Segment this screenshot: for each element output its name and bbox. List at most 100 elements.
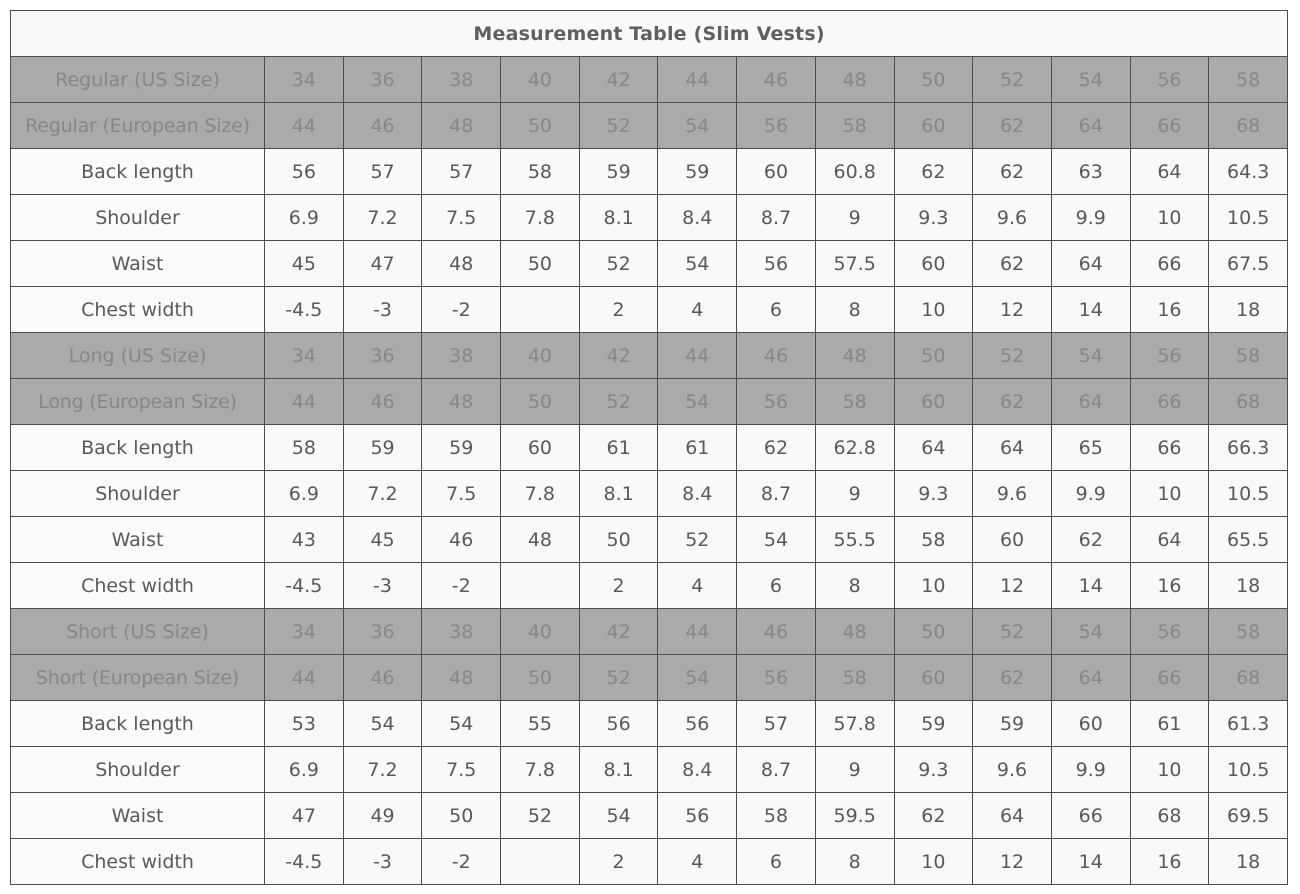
measurement-cell: 55 xyxy=(500,700,580,747)
size-header-cell: 48 xyxy=(814,332,895,379)
size-header-cell: 64 xyxy=(1050,378,1131,425)
size-header-cell: 68 xyxy=(1208,378,1289,425)
measurement-cell: 60 xyxy=(736,148,816,195)
measurement-cell: 47 xyxy=(264,792,344,839)
measurement-cell: 10 xyxy=(1129,746,1210,793)
size-header-cell: 62 xyxy=(972,102,1052,149)
measurement-cell: 48 xyxy=(500,516,580,563)
table-title-row: Measurement Table (Slim Vests) xyxy=(9,10,1289,57)
size-header-label: Short (European Size) xyxy=(10,654,265,701)
measurement-cell: 9.6 xyxy=(972,194,1052,241)
size-header-cell: 40 xyxy=(500,608,580,655)
measurement-cell: 7.8 xyxy=(500,194,580,241)
table-row: Shoulder 6.9 7.2 7.5 7.8 8.1 8.4 8.7 9 9.3 9.6 9.9 1… xyxy=(10,470,1289,517)
measurement-cell: 58 xyxy=(893,516,974,563)
measurement-cell: 9.3 xyxy=(893,746,974,793)
measurement-cell: 4 xyxy=(657,562,738,609)
table-row: Back length 53 54 54 55 56 56 57 57.8 59 59 60 61 61.… xyxy=(10,700,1289,747)
measurement-cell: 10 xyxy=(893,562,974,609)
measurement-cell: 56 xyxy=(578,700,659,747)
measurement-cell: -4.5 xyxy=(264,838,344,885)
measurement-cell: 16 xyxy=(1129,562,1210,609)
measurement-cell: 60 xyxy=(500,424,580,471)
size-header-cell: 48 xyxy=(814,56,895,103)
size-header-cell: 40 xyxy=(500,56,580,103)
measurement-cell: 18 xyxy=(1208,838,1289,885)
measurement-cell: 59 xyxy=(421,424,502,471)
row-label: Shoulder xyxy=(10,746,265,793)
measurement-cell: 6 xyxy=(736,838,816,885)
size-header-label: Long (European Size) xyxy=(10,378,265,425)
measurement-cell: -3 xyxy=(342,562,423,609)
table-row: Back length 56 57 57 58 59 59 60 60.8 62 62 63 64 64.… xyxy=(10,148,1289,195)
measurement-cell: 50 xyxy=(578,516,659,563)
size-header-cell: 58 xyxy=(814,102,895,149)
size-header-cell: 56 xyxy=(1129,332,1210,379)
measurement-cell: 9.3 xyxy=(893,194,974,241)
table-row: Waist 43 45 46 48 50 52 54 55.5 58 60 62 64 65.5 xyxy=(10,516,1289,563)
measurement-cell: 55.5 xyxy=(814,516,895,563)
size-header-cell: 54 xyxy=(657,654,738,701)
measurement-cell: 61.3 xyxy=(1208,700,1289,747)
measurement-cell: 58 xyxy=(736,792,816,839)
size-header-cell: 46 xyxy=(736,332,816,379)
measurement-cell: 6.9 xyxy=(264,746,344,793)
size-header-cell: 64 xyxy=(1050,102,1131,149)
measurement-cell: 64 xyxy=(972,792,1052,839)
measurement-cell: 14 xyxy=(1050,562,1131,609)
measurement-cell: 60 xyxy=(1050,700,1131,747)
measurement-cell: 57.8 xyxy=(814,700,895,747)
measurement-cell: 10 xyxy=(893,838,974,885)
measurement-cell: 59 xyxy=(342,424,423,471)
measurement-cell: 54 xyxy=(578,792,659,839)
table-row: Waist 45 47 48 50 52 54 56 57.5 60 62 64 66 67.5 xyxy=(10,240,1289,287)
size-header-cell: 36 xyxy=(342,56,423,103)
measurement-cell: 60.8 xyxy=(814,148,895,195)
table-row: Shoulder 6.9 7.2 7.5 7.8 8.1 8.4 8.7 9 9.3 9.6 9.9 1… xyxy=(10,746,1289,793)
measurement-cell: 4 xyxy=(657,838,738,885)
row-label: Shoulder xyxy=(10,470,265,517)
size-header-cell: 66 xyxy=(1129,378,1210,425)
size-header-cell: 42 xyxy=(578,332,659,379)
measurement-cell: 10.5 xyxy=(1208,746,1289,793)
size-header-cell: 56 xyxy=(736,654,816,701)
size-header-cell: 42 xyxy=(578,608,659,655)
row-label: Chest width xyxy=(10,838,265,885)
size-header-cell: 50 xyxy=(893,56,974,103)
measurement-cell: 65.5 xyxy=(1208,516,1289,563)
measurement-cell: 56 xyxy=(264,148,344,195)
size-header-cell: 44 xyxy=(264,654,344,701)
measurement-cell: 4 xyxy=(657,286,738,333)
measurement-cell: -4.5 xyxy=(264,562,344,609)
size-header-cell: 56 xyxy=(1129,608,1210,655)
size-header-cell: 44 xyxy=(264,378,344,425)
measurement-cell: -4.5 xyxy=(264,286,344,333)
measurement-cell: 8.7 xyxy=(736,470,816,517)
size-header-cell: 66 xyxy=(1129,654,1210,701)
size-header-cell: 54 xyxy=(1050,56,1131,103)
measurement-cell: 62 xyxy=(972,148,1052,195)
size-header-cell: 38 xyxy=(421,56,502,103)
measurement-cell: 50 xyxy=(421,792,502,839)
size-header-cell: 52 xyxy=(972,332,1052,379)
measurement-cell: -2 xyxy=(421,562,502,609)
size-header-row: Long (US Size) 34 36 38 40 42 44 46 48 50 52 54 56 58 xyxy=(10,332,1289,379)
measurement-cell: 54 xyxy=(657,240,738,287)
size-header-cell: 50 xyxy=(500,654,580,701)
row-label: Waist xyxy=(10,240,265,287)
measurement-cell: 62 xyxy=(1050,516,1131,563)
size-header-row: Regular (US Size) 34 36 38 40 42 44 46 48 50 52 54 5… xyxy=(10,56,1289,103)
measurement-cell: 10 xyxy=(1129,194,1210,241)
size-header-cell: 60 xyxy=(893,378,974,425)
size-header-cell: 52 xyxy=(578,378,659,425)
size-header-cell: 68 xyxy=(1208,102,1289,149)
measurement-cell: 68 xyxy=(1129,792,1210,839)
measurement-cell: 9.6 xyxy=(972,746,1052,793)
measurement-cell-empty xyxy=(500,562,580,609)
size-header-cell: 58 xyxy=(1208,332,1289,379)
measurement-cell: 59 xyxy=(972,700,1052,747)
size-header-cell: 62 xyxy=(972,378,1052,425)
size-header-cell: 44 xyxy=(657,608,738,655)
size-header-cell: 48 xyxy=(421,654,502,701)
measurement-cell: 45 xyxy=(264,240,344,287)
